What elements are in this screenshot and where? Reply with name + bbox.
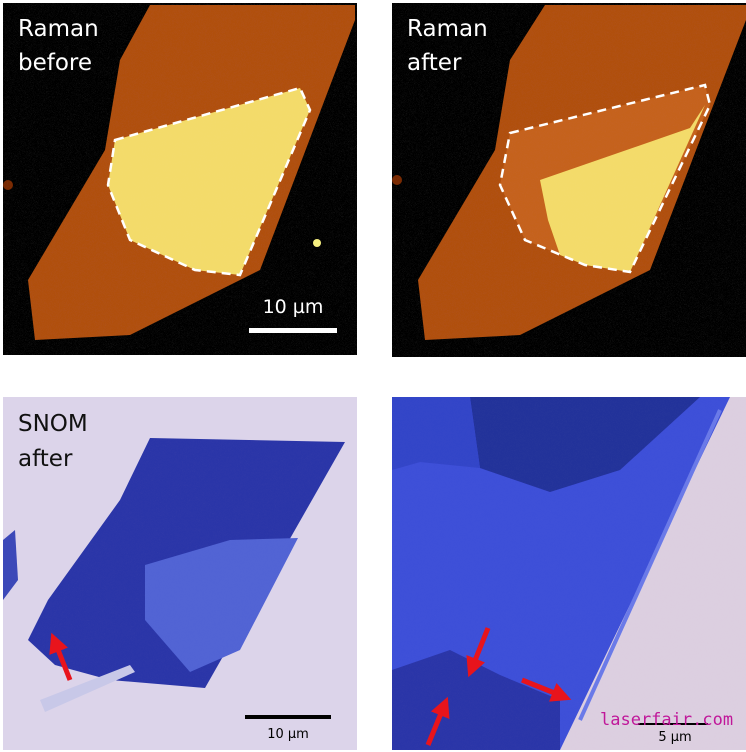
dashed-outline xyxy=(106,86,312,277)
arrow xyxy=(466,627,491,678)
scale-bar-label: 10 µm xyxy=(263,296,324,318)
panel-snom-after xyxy=(3,397,357,750)
scale-bar-label: 5 µm xyxy=(658,730,691,745)
panel-snom-zoom xyxy=(392,397,746,750)
panel-label: after xyxy=(407,50,462,76)
watermark: laserfair.com xyxy=(600,710,733,730)
scale-bar xyxy=(638,723,708,725)
panel-label: SNOM xyxy=(18,411,88,437)
panel-raman-before xyxy=(3,3,357,355)
scale-bar xyxy=(249,328,337,333)
arrow xyxy=(521,677,572,702)
panel-raman-after xyxy=(392,3,746,357)
panel-label: before xyxy=(18,50,92,76)
panel-label: after xyxy=(18,446,73,472)
scale-bar-label: 10 µm xyxy=(267,727,309,742)
scale-bar xyxy=(245,715,331,719)
panel-label: Raman xyxy=(407,16,488,42)
arrow xyxy=(425,696,450,746)
arrow xyxy=(49,632,73,681)
panel-label: Raman xyxy=(18,16,99,42)
